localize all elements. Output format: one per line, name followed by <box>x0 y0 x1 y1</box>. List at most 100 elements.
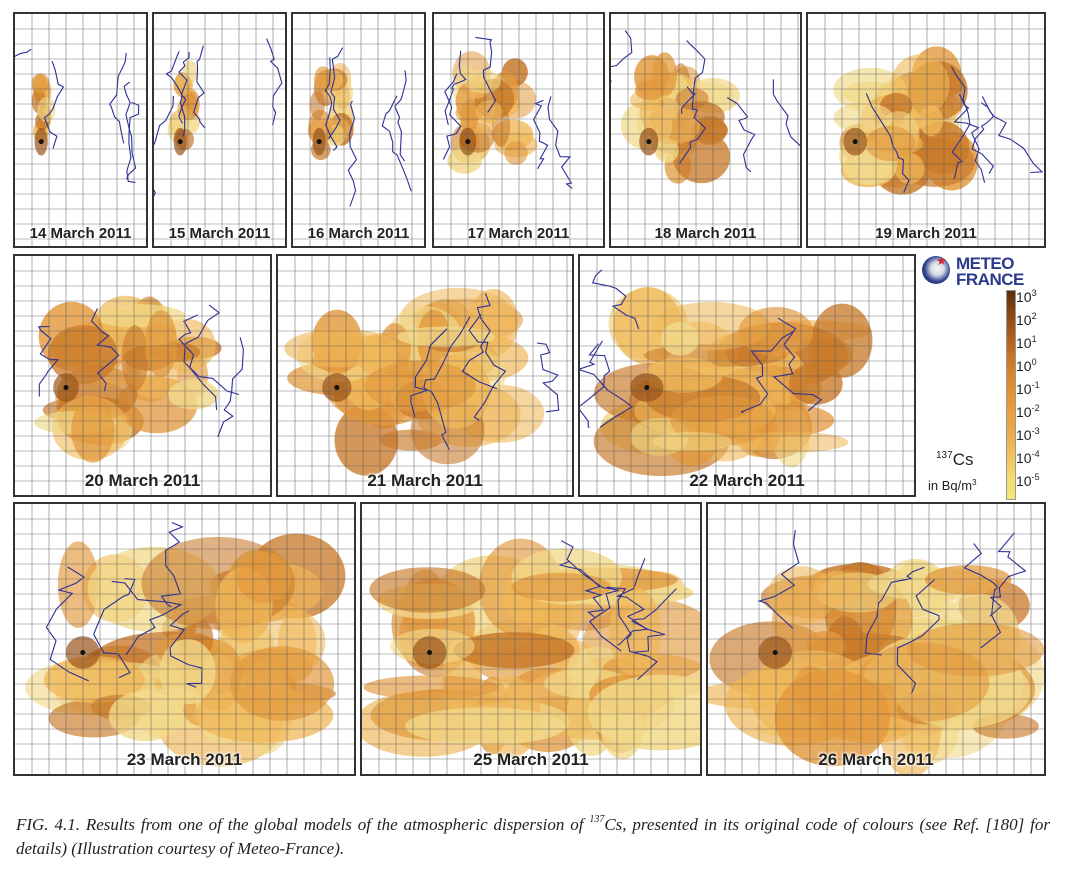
plume-layer <box>307 62 355 161</box>
coastline <box>468 314 507 421</box>
panel-date-label: 16 March 2011 <box>307 225 410 242</box>
dispersion-map <box>15 14 146 246</box>
plume-blob <box>236 551 292 603</box>
scale-tick: 103 <box>1016 288 1037 305</box>
logo-text-line2: FRANCE <box>956 270 1024 289</box>
plume-blob <box>364 360 477 412</box>
dispersion-map <box>808 14 1044 246</box>
coastline <box>15 48 32 57</box>
plume-blob <box>811 303 873 378</box>
scale-tick: 102 <box>1016 311 1037 328</box>
coastline <box>558 560 605 618</box>
globe-icon <box>922 256 950 284</box>
dispersion-map <box>154 14 285 246</box>
coastline <box>123 81 137 180</box>
dispersion-map <box>611 14 800 246</box>
map-panel-17-march: 17 March 2011 <box>432 12 605 248</box>
plume-blob <box>447 147 482 174</box>
coastline <box>475 36 497 113</box>
plume-blob <box>661 322 700 356</box>
coastline <box>154 95 174 197</box>
scale-tick: 100 <box>1016 357 1037 374</box>
dispersion-map <box>362 504 700 774</box>
coastlines <box>15 48 140 183</box>
source-marker <box>644 385 650 390</box>
map-panel-16-march: 16 March 2011 <box>291 12 426 248</box>
source-marker <box>316 139 322 145</box>
coastline <box>37 325 59 397</box>
coastline <box>442 73 462 160</box>
map-panel-23-march: 23 March 2011 <box>13 502 356 776</box>
plume-blob <box>57 541 99 628</box>
panel-date-label: 22 March 2011 <box>689 471 805 490</box>
panel-date-label: 15 March 2011 <box>168 225 271 242</box>
plume-blob <box>634 80 666 101</box>
coastlines <box>37 304 244 438</box>
coastline <box>950 66 971 179</box>
plume-blob <box>738 307 814 357</box>
coastline <box>347 100 357 207</box>
meteo-france-logo: ★ METEO FRANCE <box>920 254 1048 288</box>
figure-caption: FIG. 4.1. Results from one of the global… <box>16 814 1050 858</box>
plume-layer <box>362 538 700 760</box>
plume-blob <box>894 153 925 184</box>
plume-blob <box>44 656 145 704</box>
color-scale-bar <box>1006 290 1016 500</box>
coastline <box>532 99 549 170</box>
coastline <box>169 610 203 688</box>
plume-layer <box>447 51 538 174</box>
coastline <box>981 102 1044 174</box>
dispersion-map <box>708 504 1044 774</box>
map-panel-21-march: 21 March 2011 <box>276 254 574 497</box>
dispersion-map <box>15 504 354 774</box>
coastline <box>536 342 560 413</box>
map-panel-14-march: 14 March 2011 <box>13 12 148 248</box>
isotope-label: 137Cs <box>936 450 974 469</box>
scale-tick: 10-5 <box>1016 472 1040 489</box>
coastline <box>547 96 573 190</box>
color-scale-legend: ★ METEO FRANCE 103 102 101 100 10-1 10-2… <box>920 254 1048 500</box>
latlon-grid <box>15 14 146 246</box>
coastline <box>772 317 823 412</box>
coastline <box>109 52 127 144</box>
map-panel-15-march: 15 March 2011 <box>152 12 287 248</box>
panel-date-label: 18 March 2011 <box>654 225 757 242</box>
plume-blob <box>464 69 501 94</box>
plume-blob <box>405 707 566 745</box>
source-marker <box>63 385 69 390</box>
coastline <box>865 93 910 193</box>
coastline <box>328 47 344 139</box>
coastline <box>178 52 190 124</box>
coastlines <box>324 47 412 207</box>
map-panel-26-march: 26 March 2011 <box>706 502 1046 776</box>
scale-tick: 10-1 <box>1016 380 1040 397</box>
coastline <box>394 70 407 162</box>
latlon-grid <box>362 504 700 774</box>
dispersion-map <box>580 256 914 495</box>
dispersion-map <box>293 14 424 246</box>
source-marker <box>177 139 183 145</box>
coastlines <box>410 293 560 450</box>
plume-blob <box>363 675 499 700</box>
source-marker <box>646 139 652 145</box>
latlon-grid <box>15 256 270 495</box>
plume-blob <box>813 571 861 606</box>
map-panel-22-march: 22 March 2011 <box>578 254 916 497</box>
coastline <box>160 521 184 608</box>
plume-layer <box>593 287 873 477</box>
coastline <box>757 529 800 629</box>
panel-date-label: 25 March 2011 <box>473 750 589 769</box>
coastline <box>772 79 800 147</box>
source-marker <box>38 139 44 145</box>
latlon-grid <box>154 14 285 246</box>
coastline <box>865 566 925 656</box>
coastline <box>580 343 611 429</box>
logo-text-line1: METEO <box>956 254 1014 273</box>
panel-date-label: 14 March 2011 <box>29 225 132 242</box>
plume-blob <box>504 141 528 165</box>
plume-blob <box>907 622 1044 677</box>
plume-blob <box>925 565 1012 595</box>
coastline <box>727 97 756 173</box>
plume-blob <box>309 90 325 120</box>
plume-layer <box>708 558 1044 774</box>
